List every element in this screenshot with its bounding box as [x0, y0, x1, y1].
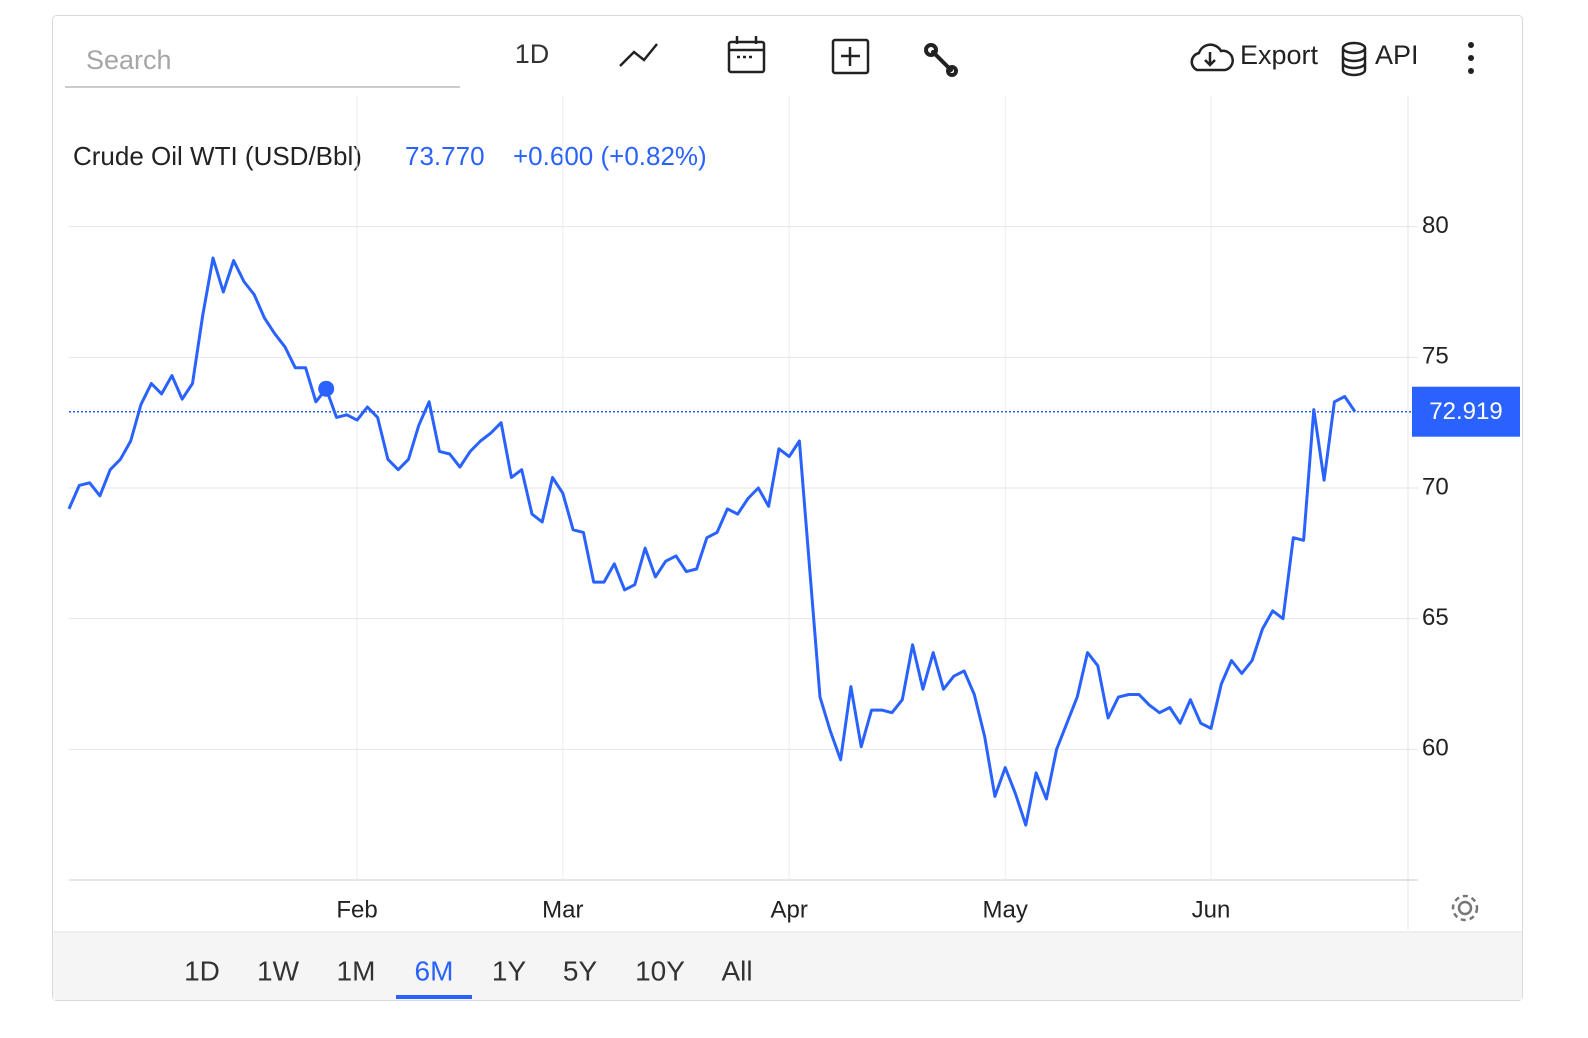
card — [52, 15, 1523, 1001]
range-button[interactable]: 1W — [257, 955, 300, 986]
chart-type-icon[interactable] — [619, 43, 658, 67]
x-tick-label: Jun — [1192, 896, 1231, 923]
export-button[interactable]: Export — [1240, 40, 1319, 70]
settings-icon[interactable] — [1451, 894, 1479, 922]
x-tick-label: May — [983, 896, 1028, 923]
more-menu[interactable] — [1468, 42, 1474, 74]
x-tick-label: Feb — [336, 896, 377, 923]
range-bar — [53, 932, 1522, 1000]
y-tick-label: 75 — [1422, 343, 1449, 370]
price: 73.770 — [405, 141, 485, 171]
last-price-label: 72.919 — [1429, 398, 1502, 425]
calendar-icon[interactable] — [727, 36, 766, 74]
range-button[interactable]: 10Y — [635, 955, 685, 986]
range-button[interactable]: 5Y — [563, 955, 598, 986]
y-tick-label: 70 — [1422, 473, 1449, 500]
search-input[interactable]: Search — [86, 45, 172, 75]
range-active-underline — [396, 995, 472, 999]
chart-title: Crude Oil WTI (USD/Bbl) — [73, 141, 362, 171]
tools-icon[interactable] — [924, 43, 958, 77]
range-button[interactable]: All — [721, 955, 752, 986]
x-tick-label: Mar — [542, 896, 583, 923]
range-button[interactable]: 1M — [337, 955, 376, 986]
range-button[interactable]: 6M — [415, 955, 454, 986]
range-button[interactable]: 1Y — [492, 955, 527, 986]
add-indicator-icon[interactable] — [831, 38, 870, 75]
interval-button[interactable]: 1D — [515, 39, 550, 69]
y-tick-label: 65 — [1422, 604, 1449, 631]
api-button[interactable]: API — [1375, 40, 1419, 70]
export-icon[interactable] — [1190, 43, 1234, 72]
hover-point — [318, 380, 335, 397]
price-line — [67, 256, 1357, 827]
last-price-badge — [1412, 386, 1520, 437]
range-button[interactable]: 1D — [184, 955, 220, 986]
y-tick-label: 80 — [1422, 212, 1449, 239]
api-icon[interactable] — [1341, 41, 1367, 77]
x-tick-label: Apr — [770, 896, 807, 923]
y-tick-label: 60 — [1422, 735, 1449, 762]
price-change: +0.600 (+0.82%) — [513, 141, 707, 171]
